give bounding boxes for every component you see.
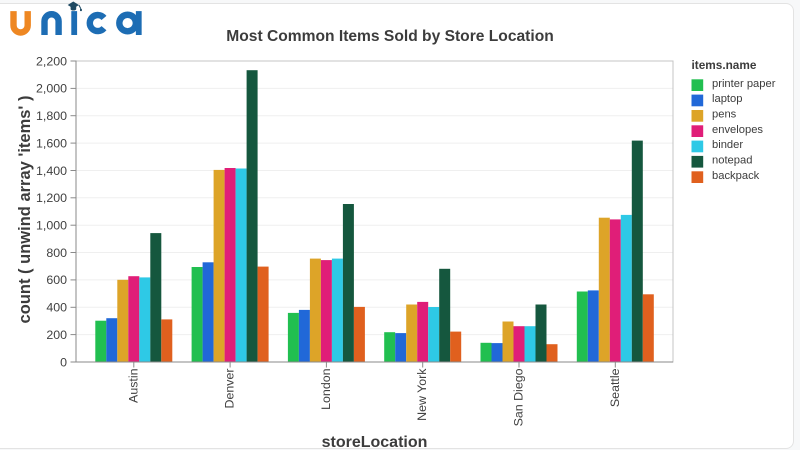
- svg-text:1,800: 1,800: [36, 109, 67, 123]
- svg-text:0: 0: [60, 355, 67, 369]
- svg-text:400: 400: [46, 301, 67, 315]
- svg-text:1,600: 1,600: [36, 136, 67, 150]
- svg-text:Denver: Denver: [223, 369, 237, 409]
- svg-text:200: 200: [46, 328, 67, 342]
- svg-text:600: 600: [46, 273, 67, 287]
- svg-text:1,400: 1,400: [36, 164, 67, 178]
- svg-text:Most Common Items Sold by Stor: Most Common Items Sold by Store Location: [226, 28, 554, 45]
- svg-text:printer paper: printer paper: [712, 78, 776, 90]
- svg-text:envelopes: envelopes: [712, 124, 763, 136]
- svg-text:items.name: items.name: [692, 58, 757, 72]
- svg-text:1,000: 1,000: [36, 219, 67, 233]
- svg-text:notepad: notepad: [712, 155, 752, 167]
- svg-text:pens: pens: [712, 109, 737, 121]
- svg-text:Seattle: Seattle: [608, 368, 622, 407]
- svg-text:2,200: 2,200: [36, 54, 67, 68]
- svg-text:Austin: Austin: [126, 368, 140, 403]
- svg-text:New York: New York: [415, 368, 429, 421]
- svg-text:laptop: laptop: [712, 93, 742, 105]
- svg-text:backpack: backpack: [712, 170, 760, 182]
- svg-text:count ( unwind array 'items' ): count ( unwind array 'items' ): [16, 96, 34, 324]
- svg-text:800: 800: [46, 246, 67, 260]
- svg-text:San Diego: San Diego: [512, 368, 526, 426]
- svg-text:1,200: 1,200: [36, 191, 67, 205]
- svg-text:2,000: 2,000: [36, 82, 67, 96]
- svg-text:binder: binder: [712, 139, 743, 151]
- svg-text:London: London: [319, 368, 333, 409]
- svg-text:storeLocation: storeLocation: [322, 434, 428, 450]
